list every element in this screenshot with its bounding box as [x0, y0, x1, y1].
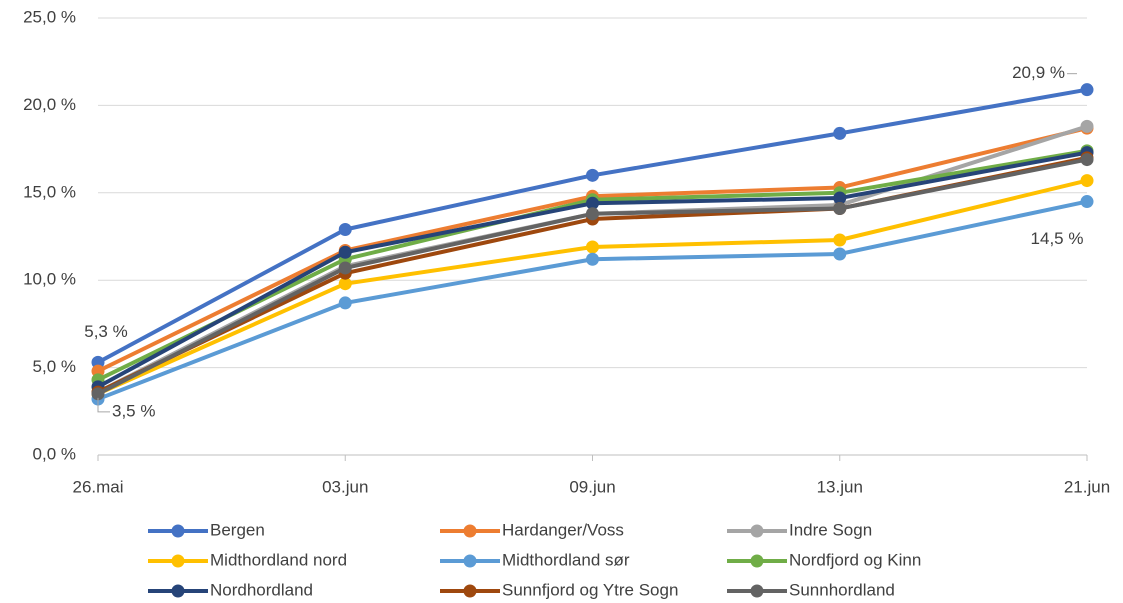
x-tick-label: 03.jun: [322, 477, 368, 496]
data-label: 5,3 %: [84, 322, 127, 341]
point: [338, 296, 352, 310]
y-tick-label: 10,0 %: [23, 270, 76, 289]
point: [1080, 119, 1094, 133]
x-tick-label: 09.jun: [569, 477, 615, 496]
point: [833, 191, 847, 205]
point: [1080, 83, 1094, 97]
point: [586, 252, 599, 266]
y-tick-label: 0,0 %: [33, 444, 76, 463]
legend-label: Hardanger/Voss: [502, 520, 624, 539]
point: [338, 223, 352, 237]
x-tick-label: 21.jun: [1064, 477, 1110, 496]
legend-label: Bergen: [210, 520, 265, 539]
legend-label: Nordfjord og Kinn: [789, 550, 921, 569]
leader-line: [97, 397, 110, 413]
point: [338, 261, 352, 275]
legend-label: Midthordland nord: [210, 550, 347, 569]
legend-marker: [171, 524, 185, 538]
legend-label: Sunnhordland: [789, 580, 895, 599]
data-label: 14,5 %: [1031, 229, 1084, 248]
legend-marker: [463, 554, 477, 568]
legend-label: Midthordland sør: [502, 550, 630, 569]
point: [586, 168, 599, 182]
legend-marker: [463, 524, 477, 538]
legend-marker: [463, 584, 477, 598]
legend-marker: [750, 584, 764, 598]
point: [338, 245, 352, 259]
legend-marker: [171, 554, 185, 568]
legend-label: Nordhordland: [210, 580, 313, 599]
legend-marker: [750, 554, 764, 568]
legend-label: Sunnfjord og Ytre Sogn: [502, 580, 678, 599]
point: [586, 240, 599, 254]
legend-marker: [750, 524, 764, 538]
y-tick-label: 20,0 %: [23, 95, 76, 114]
y-tick-label: 25,0 %: [23, 7, 76, 26]
point: [586, 207, 599, 221]
point: [1080, 195, 1094, 209]
point: [338, 277, 352, 291]
point: [1080, 153, 1094, 167]
point: [833, 247, 847, 261]
legend-label: Indre Sogn: [789, 520, 872, 539]
point: [833, 126, 847, 140]
point: [91, 387, 105, 401]
x-tick-label: 26.mai: [72, 477, 123, 496]
point: [1080, 174, 1094, 188]
data-label: 20,9 %: [1012, 63, 1065, 82]
data-label: 3,5 %: [112, 401, 155, 420]
y-tick-label: 5,0 %: [33, 357, 76, 376]
point: [833, 233, 847, 247]
legend-marker: [171, 584, 185, 598]
y-tick-label: 15,0 %: [23, 182, 76, 201]
point: [833, 202, 847, 216]
x-tick-label: 13.jun: [817, 477, 863, 496]
point: [586, 196, 599, 210]
